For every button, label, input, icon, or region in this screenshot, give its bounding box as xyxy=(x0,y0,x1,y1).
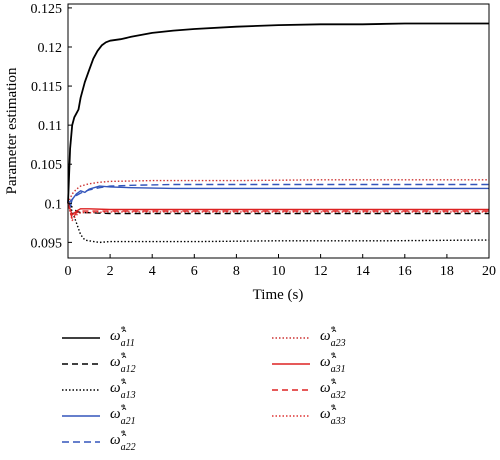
plot-frame xyxy=(67,3,490,259)
x-tick-label: 4 xyxy=(149,264,156,279)
legend-item-a23: ω̂* a23 xyxy=(272,325,346,349)
y-tick-label: 0.105 xyxy=(31,158,63,173)
x-tick-label: 2 xyxy=(107,264,114,279)
x-tick-label: 12 xyxy=(314,264,328,279)
y-tick-label: 0.125 xyxy=(31,2,63,17)
y-tick-label: 0.12 xyxy=(38,41,63,56)
legend-item-a13: ω̂* a13 xyxy=(62,377,136,401)
y-tick-label: 0.095 xyxy=(31,236,63,251)
x-tick-label: 0 xyxy=(65,264,72,279)
x-axis-label: Time (s) xyxy=(253,287,304,303)
legend-item-a21: ω̂* a21 xyxy=(62,403,136,427)
legend-label: ω̂* a11 xyxy=(110,325,135,349)
plot-lines xyxy=(67,22,490,244)
series-line-a21 xyxy=(67,185,489,208)
series-line-a31 xyxy=(67,203,489,216)
x-tick-label: 14 xyxy=(356,264,370,279)
legend-item-a31: ω̂* a31 xyxy=(272,351,346,375)
legend-label: ω̂* a33 xyxy=(320,403,346,427)
y-tick-label: 0.11 xyxy=(38,119,62,134)
series-line-a13 xyxy=(67,202,490,244)
series-line-a23 xyxy=(67,179,489,204)
legend-label: ω̂* a13 xyxy=(110,377,136,401)
x-tick-label: 8 xyxy=(233,264,240,279)
x-tick-label: 6 xyxy=(191,264,198,279)
legend-label: ω̂* a21 xyxy=(110,403,136,427)
legend-label: ω̂* a22 xyxy=(110,429,136,453)
legend-label: ω̂* a32 xyxy=(320,377,346,401)
y-tick-label: 0.1 xyxy=(45,197,63,212)
x-tick-label: 16 xyxy=(398,264,412,279)
legend-item-a22: ω̂* a22 xyxy=(62,429,136,453)
x-tick-label: 20 xyxy=(482,264,496,279)
legend-item-a12: ω̂* a12 xyxy=(62,351,136,375)
y-axis-label: Parameter estimation xyxy=(4,67,20,195)
legend-item-a11: ω̂* a11 xyxy=(62,325,135,349)
legend-label: ω̂* a31 xyxy=(320,351,346,375)
y-axis-ticks: 0.095 0.1 0.105 0.11 0.115 0.12 0.125 xyxy=(31,2,72,251)
x-tick-label: 10 xyxy=(272,264,286,279)
legend-label: ω̂* a12 xyxy=(110,351,136,375)
y-tick-label: 0.115 xyxy=(31,80,62,95)
series-line-a12 xyxy=(67,202,489,215)
x-tick-label: 18 xyxy=(440,264,454,279)
series-line-a22 xyxy=(67,183,489,204)
series-line-a33 xyxy=(67,203,489,222)
x-axis-ticks: 0 2 4 6 8 10 12 14 16 18 20 xyxy=(65,254,496,279)
legend-item-a33: ω̂* a33 xyxy=(272,403,346,427)
series-line-a11 xyxy=(67,22,489,204)
legend-label: ω̂* a23 xyxy=(320,325,346,349)
series-line-a32 xyxy=(67,203,489,220)
legend-item-a32: ω̂* a32 xyxy=(272,377,346,401)
